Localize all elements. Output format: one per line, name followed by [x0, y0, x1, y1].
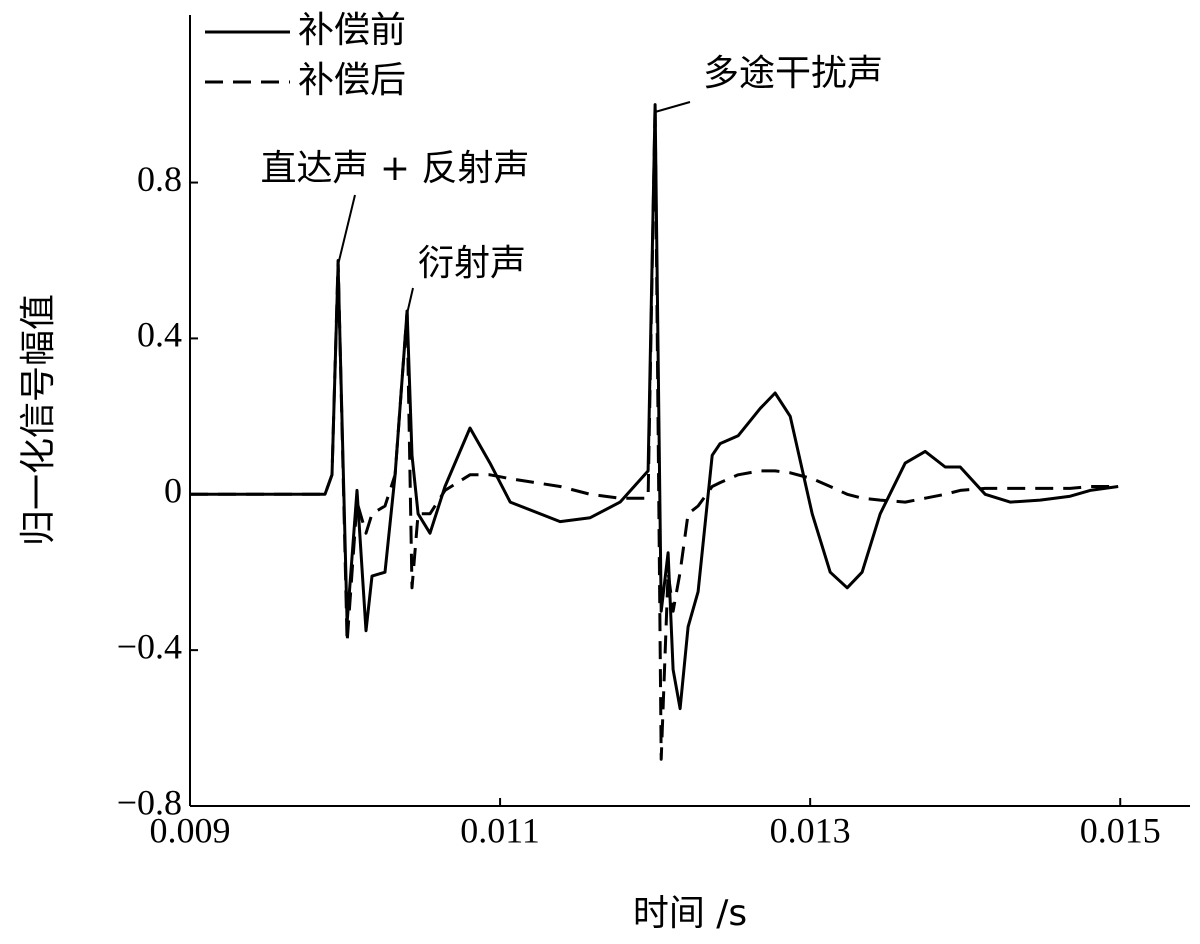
x-tick-label: 0.015 [1080, 810, 1161, 850]
y-tick-label: 0.8 [137, 159, 182, 199]
annotation: 多途干扰声 [703, 53, 883, 94]
x-tick-label: 0.011 [460, 810, 540, 850]
data-line [190, 103, 1119, 711]
y-tick-label: −0.8 [117, 782, 182, 822]
y-tick-label: −0.4 [117, 626, 182, 666]
annotation-leader [654, 101, 691, 113]
annotation-leader [337, 194, 356, 266]
data-line [190, 103, 1119, 761]
x-tick-label: 0.013 [770, 810, 851, 850]
x-axis-label: 时间 /s [633, 893, 747, 934]
annotation: 直达声 + 反射声 [260, 148, 529, 189]
annotation-leader [406, 287, 414, 315]
legend-label: 补偿后 [298, 60, 406, 101]
y-tick-label: 0 [164, 471, 182, 511]
annotation: 衍射声 [418, 243, 526, 284]
y-tick-label: 0.4 [137, 315, 182, 355]
y-axis-label: 归一化信号幅值 [18, 294, 59, 546]
legend-label: 补偿前 [298, 10, 406, 51]
x-tick-label: 0.009 [150, 810, 231, 850]
